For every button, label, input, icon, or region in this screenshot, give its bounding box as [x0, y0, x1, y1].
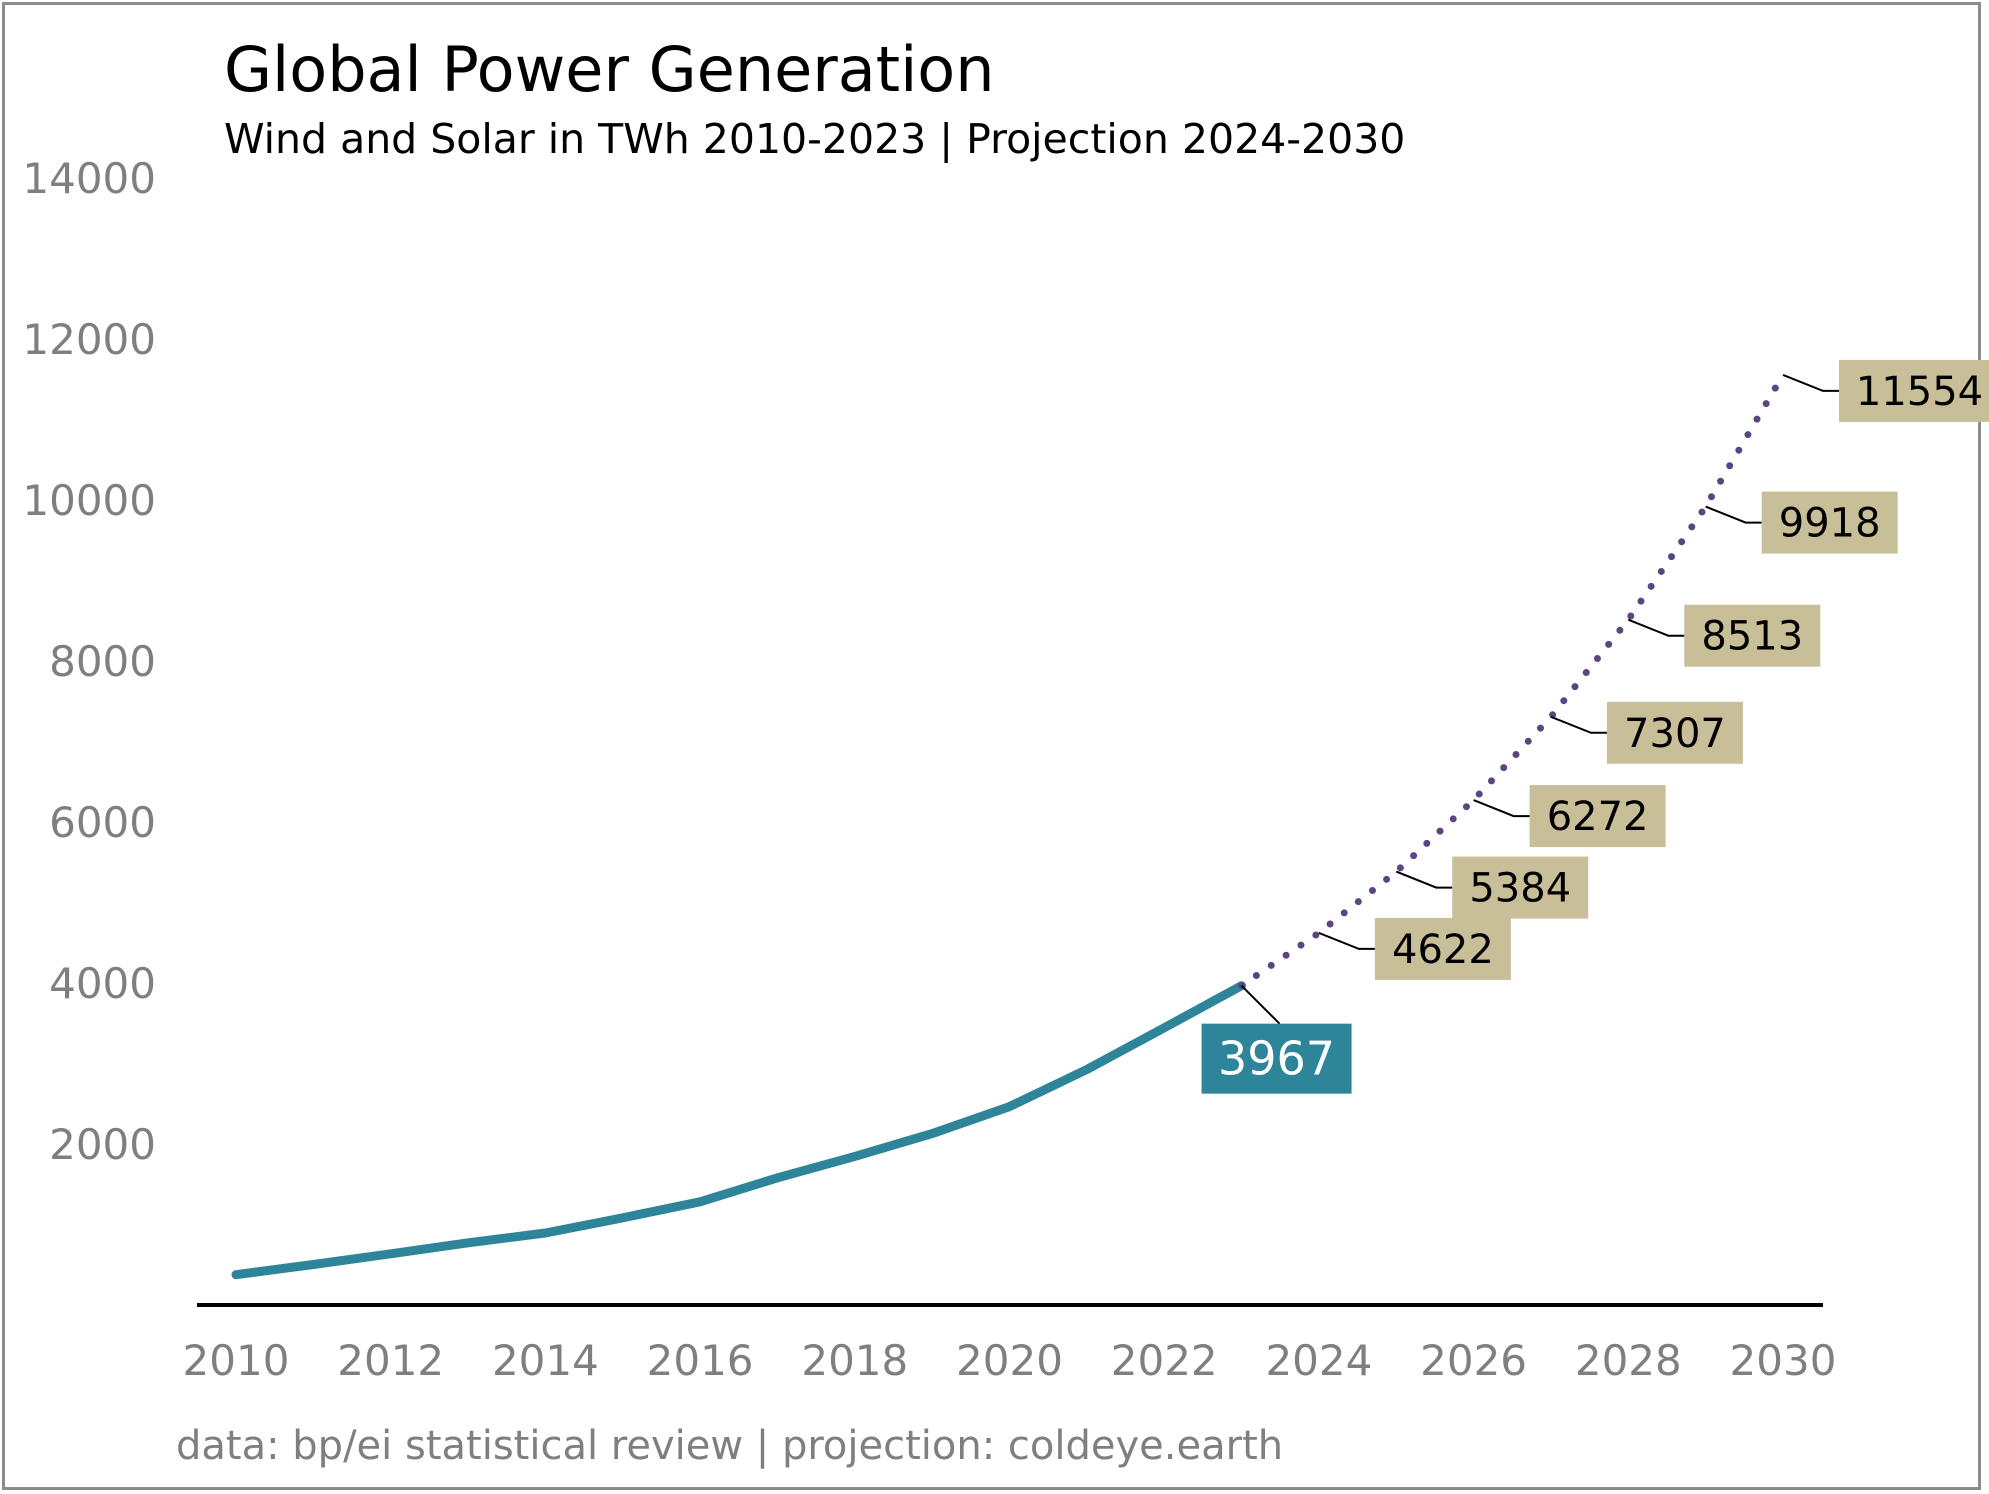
leader-line: [1705, 505, 1762, 524]
value-label-box: [1452, 856, 1589, 919]
value-label: 7307: [1550, 701, 1743, 764]
value-label: 9918: [1705, 491, 1898, 554]
x-tick-label: 2026: [1420, 1336, 1527, 1385]
value-label: 4622: [1318, 917, 1511, 980]
value-label: 8513: [1627, 604, 1821, 667]
value-label-box: [1606, 701, 1743, 764]
projection-series-line: [1238, 371, 1787, 990]
value-label-box: [1201, 1023, 1352, 1094]
leader-line: [1240, 984, 1281, 1025]
x-tick-label: 2022: [1111, 1336, 1218, 1385]
value-label-box: [1529, 785, 1666, 848]
y-tick-label: 6000: [49, 798, 156, 847]
x-axis: 2010 2012 2014 2016 2018 2020 2022 2024 2026 2028…: [183, 1336, 1837, 1385]
x-tick-label: 2020: [956, 1336, 1063, 1385]
leader-line: [1395, 870, 1453, 889]
value-label: 5384: [1395, 856, 1589, 919]
chart-subtitle: Wind and Solar in TWh 2010-2023 | Projec…: [224, 115, 1405, 163]
value-label-text: 3967: [1218, 1032, 1335, 1086]
x-tick-label: 2024: [1265, 1336, 1372, 1385]
leader-line: [1318, 932, 1375, 950]
value-label: 6272: [1473, 785, 1666, 848]
value-label: 11554: [1782, 359, 1989, 422]
value-label-box: [1761, 491, 1898, 554]
y-tick-label: 14000: [22, 154, 156, 203]
leader-line: [1473, 799, 1530, 818]
chart-title: Global Power Generation: [224, 33, 995, 106]
value-label-text: 9918: [1779, 501, 1881, 547]
value-label-text: 6272: [1547, 794, 1649, 840]
value-labels: 3967 4622 5384 6272 7307 8513 9918 11554: [1201, 359, 1989, 1094]
x-tick-label: 2030: [1730, 1336, 1837, 1385]
value-label-box: [1684, 604, 1821, 667]
x-tick-label: 2012: [337, 1336, 444, 1385]
leader-line: [1627, 618, 1685, 637]
value-label-box: [1839, 359, 1989, 422]
x-tick-label: 2028: [1575, 1336, 1682, 1385]
value-label-text: 11554: [1856, 369, 1983, 415]
y-tick-label: 2000: [49, 1120, 156, 1169]
value-label-text: 5384: [1469, 866, 1571, 912]
value-label-text: 8513: [1701, 614, 1803, 660]
series-layer: [231, 371, 1787, 1280]
y-tick-label: 10000: [22, 476, 156, 525]
x-tick-label: 2018: [801, 1336, 908, 1385]
y-tick-label: 8000: [49, 637, 156, 686]
x-tick-label: 2016: [647, 1336, 754, 1385]
leader-line: [1782, 373, 1839, 392]
value-label: 3967: [1201, 984, 1352, 1094]
y-tick-label: 4000: [49, 959, 156, 1008]
chart-caption: data: bp/ei statistical review | project…: [176, 1423, 1283, 1469]
x-tick-label: 2014: [492, 1336, 599, 1385]
leader-line: [1550, 715, 1607, 734]
y-tick-label: 12000: [22, 315, 156, 364]
historical-series-line: [231, 981, 1246, 1280]
y-axis: 2000 4000 6000 8000 10000 12000 14000: [22, 154, 156, 1169]
value-label-text: 4622: [1392, 927, 1494, 973]
value-label-box: [1374, 917, 1511, 980]
x-tick-label: 2010: [183, 1336, 290, 1385]
value-label-text: 7307: [1624, 711, 1726, 757]
